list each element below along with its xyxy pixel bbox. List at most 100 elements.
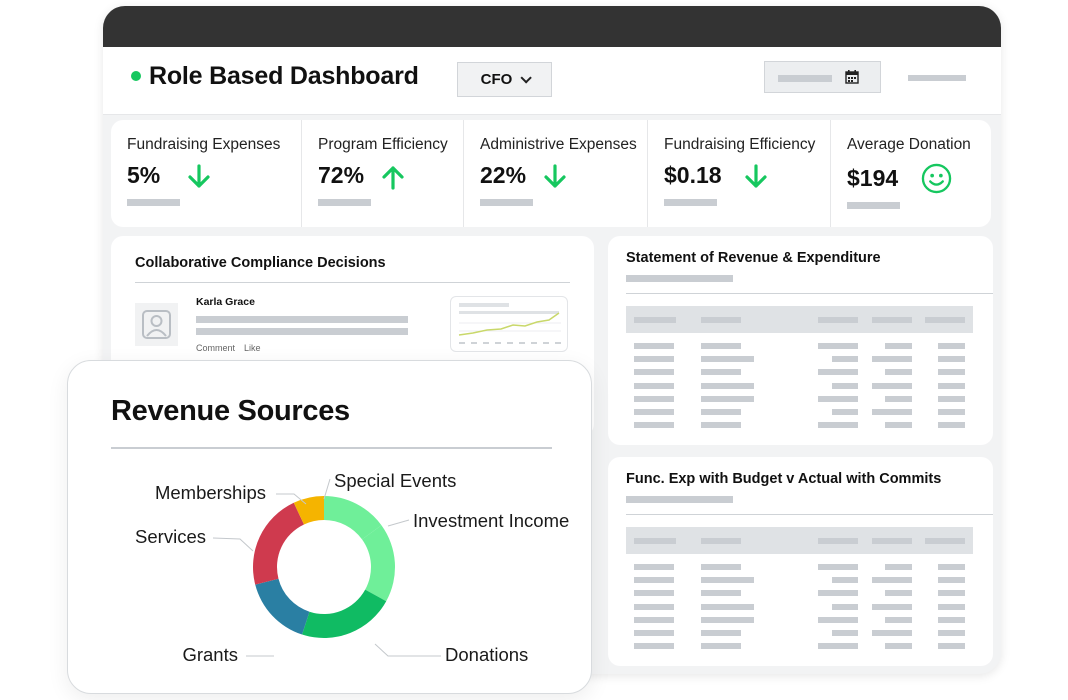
- table-header-cell: [818, 317, 858, 323]
- slice-label: Grants: [182, 644, 238, 665]
- table-cell: [885, 422, 912, 429]
- kpi-placeholder: [318, 199, 371, 206]
- label-leader-line: [323, 478, 331, 500]
- table-header-cell: [701, 538, 741, 544]
- table-cell: [634, 564, 674, 570]
- table-cell: [634, 577, 674, 584]
- kpi-value: 72%: [318, 162, 365, 188]
- donut-slice-donations[interactable]: [302, 589, 387, 638]
- func-exp-title: Func. Exp with Budget v Actual with Comm…: [626, 471, 942, 487]
- dashboard-header: Role Based Dashboard CFO: [103, 47, 1001, 115]
- table-cell: [885, 564, 912, 570]
- table-cell: [818, 343, 858, 349]
- table-cell: [818, 369, 858, 376]
- table-cell: [818, 395, 858, 402]
- kpi-label: Program Efficiency: [318, 136, 448, 153]
- table-cell: [872, 356, 912, 363]
- table-cell: [818, 616, 858, 623]
- table-cell: [938, 630, 965, 636]
- table-cell: [938, 643, 965, 650]
- table-cell: [634, 630, 674, 636]
- kpi-placeholder: [847, 202, 900, 209]
- donut-slice-memberships[interactable]: [293, 496, 324, 525]
- label-leader-line: [387, 519, 410, 527]
- table-cell: [634, 422, 674, 429]
- table-cell: [701, 577, 754, 584]
- table-cell: [885, 369, 912, 376]
- smiley-icon: [921, 163, 952, 194]
- kpi-value: $0.18: [664, 162, 722, 188]
- table-cell: [634, 395, 674, 402]
- slice-label: Services: [135, 526, 206, 547]
- divider: [626, 514, 993, 515]
- table-cell: [634, 382, 674, 389]
- slice-label: Donations: [445, 644, 528, 665]
- table-cell: [701, 343, 741, 349]
- table-cell: [634, 616, 674, 623]
- role-select[interactable]: CFO: [457, 62, 552, 97]
- donut-slice-investment-income[interactable]: [362, 525, 395, 602]
- sparkline-thumbnail: [450, 296, 568, 352]
- table-cell: [885, 590, 912, 597]
- table-cell: [701, 590, 741, 597]
- comment-text-placeholder: [196, 316, 408, 323]
- table-cell: [832, 577, 858, 584]
- comment-author: Karla Grace: [196, 296, 255, 308]
- table-cell: [938, 409, 965, 415]
- kpi-placeholder: [127, 199, 180, 206]
- donut-slice-services[interactable]: [253, 502, 304, 585]
- table-cell: [832, 630, 858, 636]
- table-cell: [701, 395, 754, 402]
- table-cell: [701, 382, 754, 389]
- table-cell: [634, 356, 674, 363]
- date-picker[interactable]: [764, 61, 881, 93]
- table-cell: [634, 643, 674, 650]
- table-cell: [832, 603, 858, 610]
- revenue-sources-title: Revenue Sources: [111, 395, 350, 427]
- kpi-strip: Fundraising Expenses 5% Program Efficien…: [111, 120, 991, 227]
- table-header-cell: [925, 538, 965, 544]
- kpi-fundraising-efficiency[interactable]: Fundraising Efficiency $0.18: [647, 120, 830, 227]
- kpi-label: Fundraising Efficiency: [664, 136, 816, 153]
- status-dot: [131, 71, 141, 81]
- like-action[interactable]: Like: [244, 343, 261, 353]
- table-cell: [938, 590, 965, 597]
- header-menu-placeholder[interactable]: [908, 75, 966, 81]
- donut-slice-special-events[interactable]: [324, 496, 382, 540]
- table-cell: [885, 343, 912, 349]
- arrow-down-icon: [745, 164, 767, 188]
- comment-action[interactable]: Comment: [196, 343, 236, 353]
- table-cell: [701, 616, 754, 623]
- avatar-placeholder-icon: [135, 303, 178, 346]
- label-leader-line: [374, 643, 441, 657]
- table-cell: [832, 382, 858, 389]
- arrow-down-icon: [188, 164, 210, 188]
- table-cell: [701, 356, 754, 363]
- donut-slice-grants[interactable]: [255, 578, 310, 635]
- kpi-administrive-expenses[interactable]: Administrive Expenses 22%: [463, 120, 647, 227]
- kpi-label: Average Donation: [847, 136, 971, 153]
- table-cell: [701, 422, 741, 429]
- table-cell: [885, 395, 912, 402]
- kpi-fundraising-expenses[interactable]: Fundraising Expenses 5%: [111, 120, 301, 227]
- table-cell: [701, 603, 754, 610]
- slice-label: Special Events: [334, 470, 456, 491]
- table-cell: [701, 369, 741, 376]
- func-exp-panel: Func. Exp with Budget v Actual with Comm…: [608, 457, 993, 666]
- table-cell: [872, 382, 912, 389]
- table-cell: [938, 564, 965, 570]
- table-header-row: [626, 306, 973, 333]
- label-leader-line: [276, 493, 307, 505]
- table-cell: [818, 422, 858, 429]
- divider: [626, 293, 993, 294]
- table-cell: [938, 603, 965, 610]
- table-cell: [818, 590, 858, 597]
- table-header-cell: [701, 317, 741, 323]
- kpi-average-donation[interactable]: Average Donation $194: [830, 120, 991, 227]
- kpi-label: Administrive Expenses: [480, 136, 637, 153]
- table-cell: [885, 616, 912, 623]
- revenue-sources-donut-chart: Special Events Investment Income Donations…: [135, 470, 569, 665]
- table-header-cell: [925, 317, 965, 323]
- kpi-value: 22%: [480, 162, 527, 188]
- kpi-program-efficiency[interactable]: Program Efficiency 72%: [301, 120, 463, 227]
